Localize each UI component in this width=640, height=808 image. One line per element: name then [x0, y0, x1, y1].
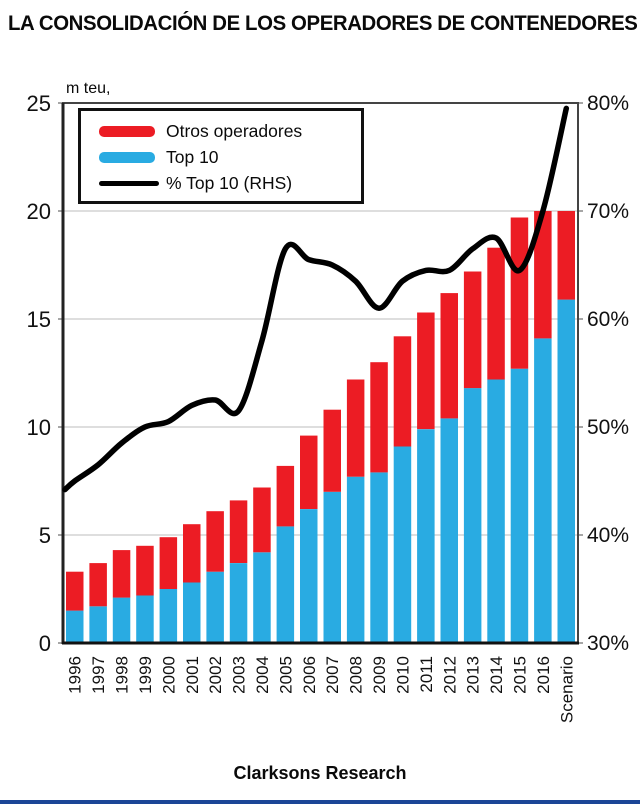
svg-text:2001: 2001 [183, 656, 202, 694]
legend-label-top10: Top 10 [166, 146, 219, 167]
svg-text:60%: 60% [587, 308, 629, 331]
source-label: Clarksons Research [233, 763, 407, 783]
svg-text:2007: 2007 [323, 656, 342, 694]
right-axis-labels: 30% 40% 50% 60% 70% 80% [587, 92, 629, 655]
x-axis-labels: 1996 1997 1998 1999 2000 2001 2002 2003 2004 2005… [66, 656, 577, 723]
legend: Otros operadores Top 10 % Top 10 (RHS) [78, 108, 364, 204]
left-axis-labels: 0 5 10 15 20 25 [27, 91, 51, 656]
pct-line-swatch-icon [99, 180, 159, 186]
chart-title: LA CONSOLIDACIÓN DE LOS OPERADORES DE CO… [8, 12, 638, 35]
bars-otros [66, 211, 575, 611]
svg-text:2008: 2008 [347, 656, 366, 694]
bottom-divider [0, 800, 640, 804]
svg-text:2010: 2010 [393, 656, 412, 694]
chart-canvas: 0 5 10 15 20 25 30% 40% 50% 60% 70% 80% 1996 1997 1998… [27, 91, 630, 723]
svg-text:2016: 2016 [534, 656, 553, 694]
otros-swatch-icon [99, 125, 155, 137]
svg-text:2002: 2002 [206, 656, 225, 694]
svg-text:2012: 2012 [440, 656, 459, 694]
svg-text:1998: 1998 [113, 656, 132, 694]
svg-text:0: 0 [39, 631, 51, 656]
legend-item-otros: Otros operadores [99, 118, 361, 144]
legend-label-otros: Otros operadores [166, 120, 303, 141]
svg-text:1999: 1999 [136, 656, 155, 694]
svg-text:2014: 2014 [487, 656, 506, 694]
svg-text:2013: 2013 [464, 656, 483, 694]
svg-text:2000: 2000 [159, 656, 178, 694]
svg-text:1996: 1996 [66, 656, 85, 694]
top10-swatch-icon [99, 151, 155, 163]
svg-text:1997: 1997 [89, 656, 108, 694]
svg-text:2004: 2004 [253, 656, 272, 694]
svg-text:5: 5 [39, 523, 51, 548]
pct-top10-line [62, 105, 570, 493]
svg-text:80%: 80% [587, 92, 629, 115]
svg-text:2006: 2006 [300, 656, 319, 694]
svg-text:50%: 50% [587, 416, 629, 439]
bars-top10 [66, 299, 575, 643]
svg-text:10: 10 [27, 415, 51, 440]
svg-text:2003: 2003 [230, 656, 249, 694]
svg-text:2011: 2011 [417, 656, 436, 693]
legend-item-pct-line: % Top 10 (RHS) [99, 170, 361, 196]
svg-text:40%: 40% [587, 524, 629, 547]
svg-text:15: 15 [27, 307, 51, 332]
svg-text:20: 20 [27, 199, 51, 224]
svg-text:30%: 30% [587, 632, 629, 655]
svg-text:2009: 2009 [370, 656, 389, 694]
svg-text:2015: 2015 [511, 656, 530, 694]
svg-text:70%: 70% [587, 200, 629, 223]
svg-text:2005: 2005 [276, 656, 295, 694]
svg-text:Scenario: Scenario [557, 656, 576, 723]
svg-text:25: 25 [27, 91, 51, 116]
left-axis-unit-label: m teu, [66, 80, 111, 97]
legend-item-top10: Top 10 [99, 144, 361, 170]
legend-label-pct-line: % Top 10 (RHS) [166, 172, 293, 193]
